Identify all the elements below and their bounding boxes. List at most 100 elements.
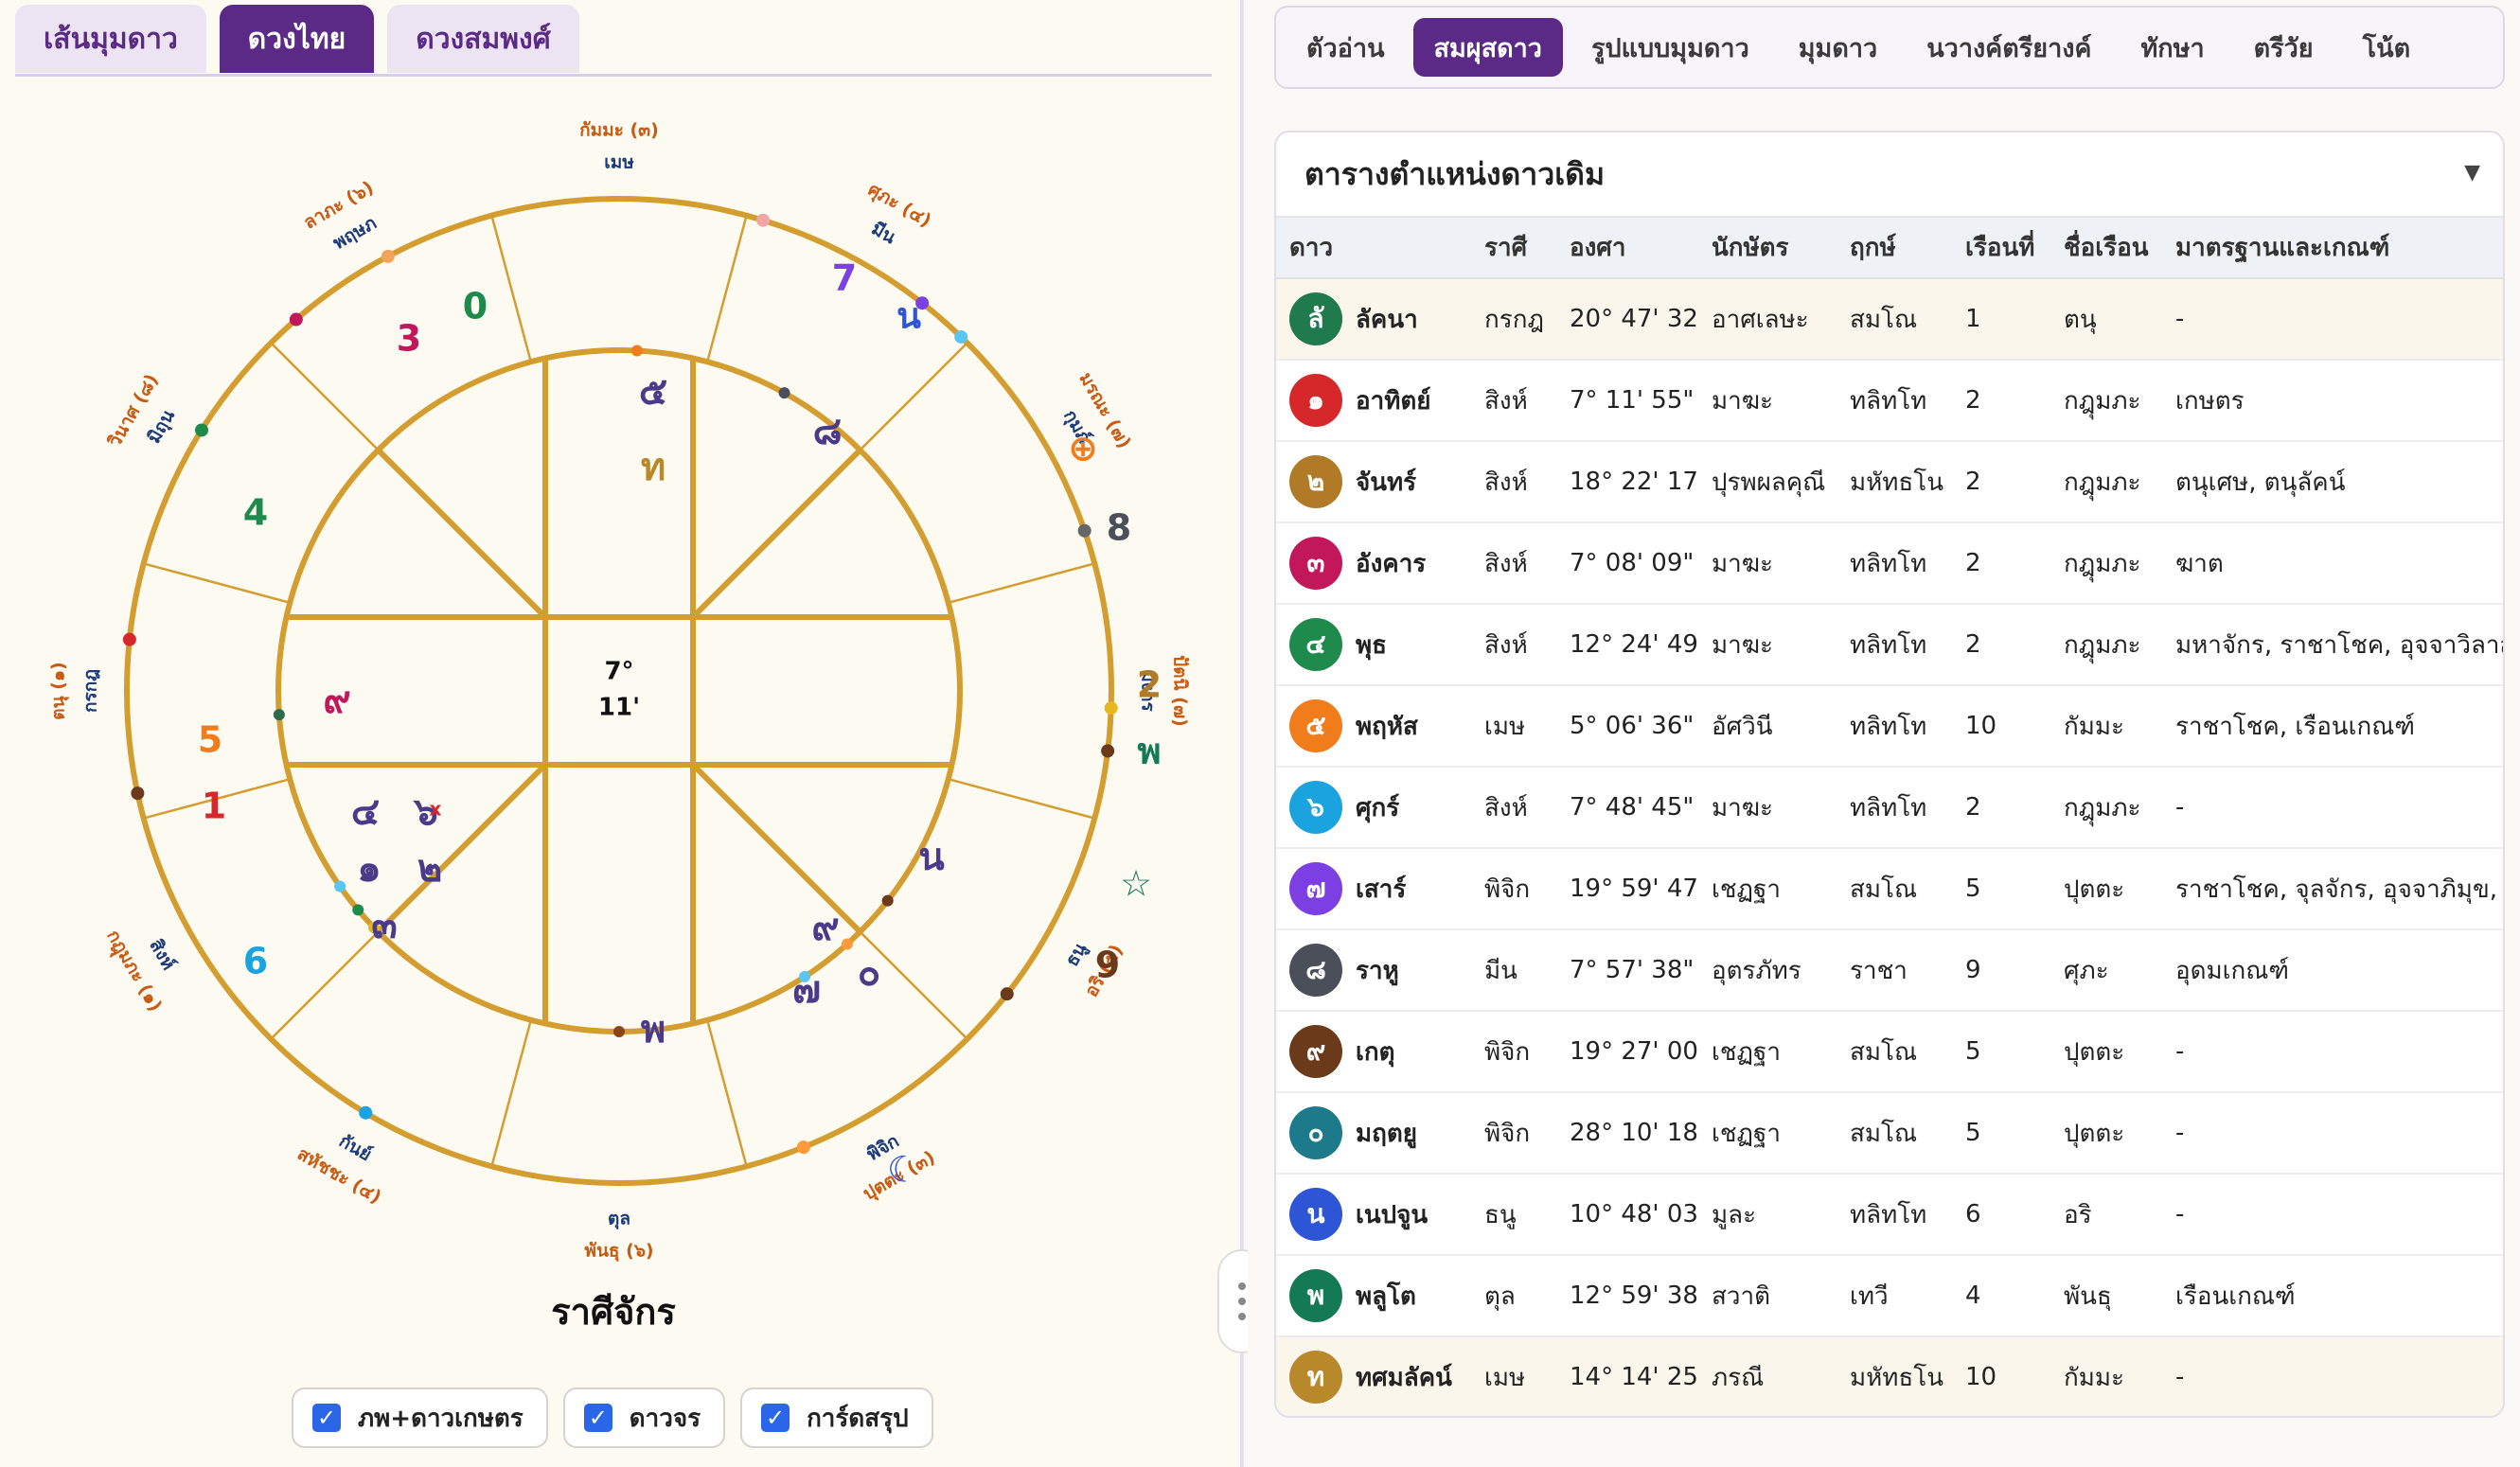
column-header[interactable]: ชื่อเรือน [2050,218,2162,279]
tab-aspect-patterns[interactable]: รูปแบบมุมดาว [1590,33,1749,63]
cell-reuk: ทลิทโท [1837,604,1952,686]
table-row[interactable]: ๑ อาทิตย์ สิงห์ 7° 11' 55" มาฆะ ทลิทโท 2 กฎุมภะ… [1276,360,2503,442]
house-sign-label: สิงห์ [145,936,179,974]
house-divider [270,342,380,451]
card-header[interactable]: ตารางตำแหน่งดาวเดิม ▼ [1276,133,2503,218]
tab-compatibility[interactable]: ดวงสมพงศ์ [387,5,579,73]
planet-marker [841,938,853,950]
check-icon[interactable]: ✓ [312,1404,341,1432]
table-row[interactable]: ๖ ศุกร์ สิงห์ 7° 48' 45" มาฆะ ทลิทโท 2 กฎุมภะ - [1276,767,2503,849]
inner-planet-glyph: ๐ [858,951,880,995]
table-row[interactable]: ๕ พฤหัส เมษ 5° 06' 36" อัศวินี ทลิทโท 10 กัมมะร… [1276,685,2503,768]
inner-planet-glyph: ๓ [371,904,397,947]
planet-name: ราหู [1356,956,1399,985]
cell-house: 5 [1952,1092,2050,1175]
cell-degree: 12° 24' 49" [1556,604,1698,686]
tab-trivai[interactable]: ตรีวัย [2253,33,2314,63]
table-row[interactable]: พ พลูโต ตุล 12° 59' 38" สวาติ เทวี 4 พันธุ เรือน… [1276,1255,2503,1337]
cell-degree: 5° 06' 36" [1556,685,1698,768]
cell-degree: 19° 27' 00" [1556,1011,1698,1093]
cell-house-name: ปุตตะ [2050,1011,2162,1093]
check-icon[interactable]: ✓ [583,1404,612,1432]
tab-angle-lines[interactable]: เส้นมุมดาว [15,5,206,73]
planet-name: เนปจูน [1356,1200,1429,1229]
tab-reader[interactable]: ตัวอ่าน [1306,33,1385,63]
cell-criteria: เกษตร [2162,360,2503,442]
house-sign-label: พฤษภ [329,213,381,255]
table-row[interactable]: ๒ จันทร์ สิงห์ 18° 22' 17" ปุรพผลคุณี มหัทธโน… [1276,441,2503,523]
tab-planet-positions[interactable]: สมผุสดาว [1412,18,1563,77]
cell-house-name: กัมมะ [2050,685,2162,768]
checkbox-transits[interactable]: ✓ ดาวจร [562,1387,726,1448]
cell-sign: สิงห์ [1471,767,1556,849]
cell-house: 10 [1952,685,2050,768]
collapse-icon[interactable]: ▼ [2464,161,2480,185]
planet-marker [1101,744,1115,758]
cell-criteria: ฆาต [2162,522,2503,605]
column-header[interactable]: มาตรฐานและเกณฑ์ [2162,218,2503,279]
tab-aspects[interactable]: มุมดาว [1798,33,1878,63]
table-row[interactable]: ลั ลัคนา กรกฎ 20° 47' 32" อาศเลษะ สมโณ 1 ตนุ - [1276,278,2503,361]
tab-taksa[interactable]: ทักษา [2140,33,2205,63]
column-header[interactable]: นักษัตร [1698,218,1837,279]
house-sign-label: กรกฎ [80,669,101,713]
house-marker: 5 [198,719,222,761]
cell-nakshatra: มาฆะ [1698,360,1837,442]
table-row[interactable]: น เนปจูน ธนู 10° 48' 03" มูละ ทลิทโท 6 อริ - [1276,1174,2503,1256]
left-tab-bar: เส้นมุมดาว ดวงไทย ดวงสมพงศ์ [15,5,579,73]
table-row[interactable]: ท ทศมลัคน์ เมษ 14° 14' 25" ภรณี มหัทธโน 10 กัมม… [1276,1336,2503,1416]
house-sign-label: เมษ [604,152,634,173]
column-header[interactable]: ดาว [1276,218,1471,279]
cell-reuk: มหัทธโน [1837,1336,1952,1416]
table-row[interactable]: ๐ มฤตยู พิจิก 28° 10' 18" เชฏฐา สมโณ 5 ปุตตะ - [1276,1092,2503,1175]
tab-navamsa[interactable]: นวางค์ตรียางค์ [1926,33,2092,63]
planet-name: เสาร์ [1356,875,1407,904]
house-divider [143,777,291,820]
cell-criteria: ราชาโชค, จุลจักร, อุจจาภิมุข, อุดม [2162,848,2503,930]
planet-badge: ลั [1289,292,1342,345]
planet-name: อังคาร [1356,549,1427,578]
cell-nakshatra: อัศวินี [1698,685,1837,768]
checkbox-summary-card[interactable]: ✓ การ์ดสรุป [740,1387,933,1448]
planet-table: ดาว ราศี องศา นักษัตร ฤกษ์ เรือนที่ ชื่อเรือนม… [1276,218,2503,1416]
cell-degree: 28° 10' 18" [1556,1092,1698,1175]
planet-badge: ๙ [1289,1025,1342,1078]
column-header[interactable]: เรือนที่ [1952,218,2050,279]
house-divider [490,1019,533,1167]
cell-reuk: สมโณ [1837,1092,1952,1175]
column-header[interactable]: ราศี [1471,218,1556,279]
planet-marker [195,423,209,437]
cell-house: 2 [1952,522,2050,605]
column-header[interactable]: องศา [1556,218,1698,279]
tab-underline [15,74,1212,77]
table-row[interactable]: ๗ เสาร์ พิจิก 19° 59' 47" เชฏฐา สมโณ 5 ปุตตะ ราช… [1276,848,2503,930]
column-header[interactable]: ฤกษ์ [1837,218,1952,279]
planet-marker [131,787,145,801]
cell-criteria: มหาจักร, ราชาโชค, อุจจาวิลาส [2162,604,2503,686]
diagonal-line [376,448,548,620]
check-icon[interactable]: ✓ [761,1404,790,1432]
cell-nakshatra: เชฏฐา [1698,848,1837,930]
table-row[interactable]: ๘ ราหู มีน 7° 57' 38" อุตรภัทร ราชา 9 ศุภะ อุดมเ… [1276,929,2503,1012]
cell-house-name: ตนุ [2050,278,2162,361]
table-row[interactable]: ๓ อังคาร สิงห์ 7° 08' 09" มาฆะ ทลิทโท 2 กฎุมภะฆ… [1276,522,2503,605]
checkbox-houses-lords[interactable]: ✓ ภพ+ดาวเกษตร [292,1387,548,1448]
planet-badge: ๔ [1289,618,1342,671]
planet-marker [796,1140,810,1155]
planet-marker [799,970,811,982]
planet-marker [381,249,395,263]
planet-marker [1104,701,1118,716]
cell-sign: สิงห์ [1471,522,1556,605]
planet-name: ลัคนา [1356,305,1418,334]
cell-house: 2 [1952,767,2050,849]
table-header-row: ดาว ราศี องศา นักษัตร ฤกษ์ เรือนที่ ชื่อเรือนม… [1276,218,2503,279]
cell-house-name: กฎุมภะ [2050,522,2162,605]
table-row[interactable]: ๔ พุธ สิงห์ 12° 24' 49" มาฆะ ทลิทโท 2 กฎุมภะ มหา… [1276,604,2503,686]
planet-marker [334,880,346,893]
house-sign-label: มังกร [1138,670,1159,712]
table-row[interactable]: ๙ เกตุ พิจิก 19° 27' 00" เชฏฐา สมโณ 5 ปุตตะ - [1276,1011,2503,1093]
tab-thai-chart[interactable]: ดวงไทย [219,5,375,73]
inner-planet-glyph: ๙ [323,679,350,722]
tab-notes[interactable]: โน้ต [2362,33,2411,63]
